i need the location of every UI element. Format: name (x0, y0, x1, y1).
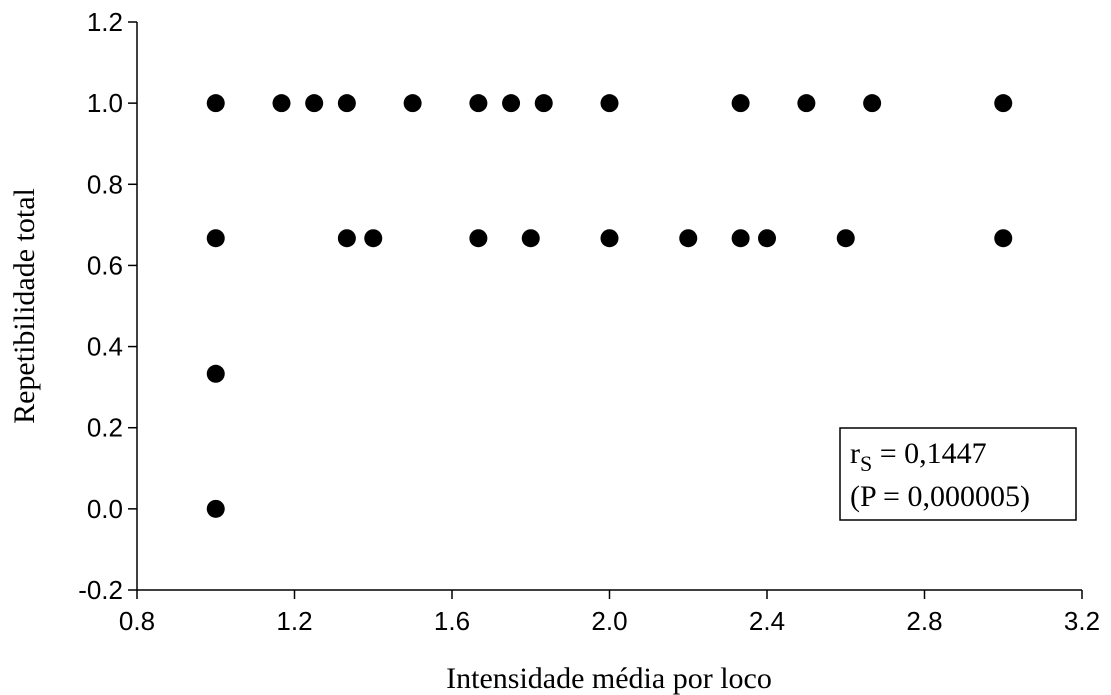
y-tick-label: 0.8 (87, 169, 123, 199)
data-point (206, 364, 225, 383)
y-tick-label: 0.2 (87, 413, 123, 443)
data-point (502, 94, 521, 113)
data-point (679, 229, 698, 248)
x-tick-label: 3.2 (1064, 606, 1100, 636)
rs-subscript: S (860, 451, 872, 476)
data-point (758, 229, 776, 248)
data-point (337, 94, 356, 113)
spearman-line: rS = 0,1447 (850, 437, 987, 476)
data-point (305, 94, 324, 113)
x-tick-label: 1.2 (276, 606, 312, 636)
data-point (863, 94, 882, 113)
x-ticks: 0.8 1.2 1.6 2.0 2.4 2.8 3.2 (119, 590, 1100, 636)
y-tick-label: 1.0 (87, 88, 123, 118)
data-point (994, 229, 1013, 248)
annotation-box (839, 427, 1077, 521)
data-point (731, 94, 750, 113)
stats-annotation: rS = 0,1447 (P = 0,000005) (839, 427, 1077, 521)
data-point (206, 94, 225, 113)
p-value-line: (P = 0,000005) (850, 480, 1030, 513)
data-point (600, 94, 619, 113)
data-point (994, 94, 1013, 113)
x-tick-label: 2.0 (591, 606, 627, 636)
data-point (836, 229, 855, 248)
x-tick-label: 2.4 (749, 606, 785, 636)
y-tick-label: 1.2 (87, 7, 123, 37)
data-point (364, 229, 383, 248)
y-tick-label: 0.0 (87, 494, 123, 524)
y-tick-label: -0.2 (78, 575, 123, 605)
data-point (469, 229, 488, 248)
x-tick-label: 1.6 (434, 606, 470, 636)
rs-symbol: r (850, 437, 860, 470)
y-tick-label: 0.6 (87, 250, 123, 280)
data-point (272, 94, 291, 113)
y-ticks: -0.2 0.0 0.2 0.4 0.6 0.8 1.0 1.2 (78, 7, 137, 605)
data-point (337, 229, 356, 248)
data-point (469, 94, 488, 113)
x-axis-title: Intensidade média por loco (446, 662, 772, 695)
x-tick-label: 0.8 (119, 606, 155, 636)
data-point (403, 94, 422, 113)
y-axis-title: Repetibilidade total (8, 188, 41, 424)
data-point (206, 499, 225, 518)
data-point (534, 94, 553, 113)
data-point (600, 229, 619, 248)
data-point (797, 94, 816, 113)
rs-value: = 0,1447 (872, 437, 986, 470)
data-points (206, 94, 1013, 518)
x-tick-label: 2.8 (906, 606, 942, 636)
y-tick-label: 0.4 (87, 332, 123, 362)
data-point (521, 229, 540, 248)
data-point (731, 229, 750, 248)
data-point (206, 229, 225, 248)
